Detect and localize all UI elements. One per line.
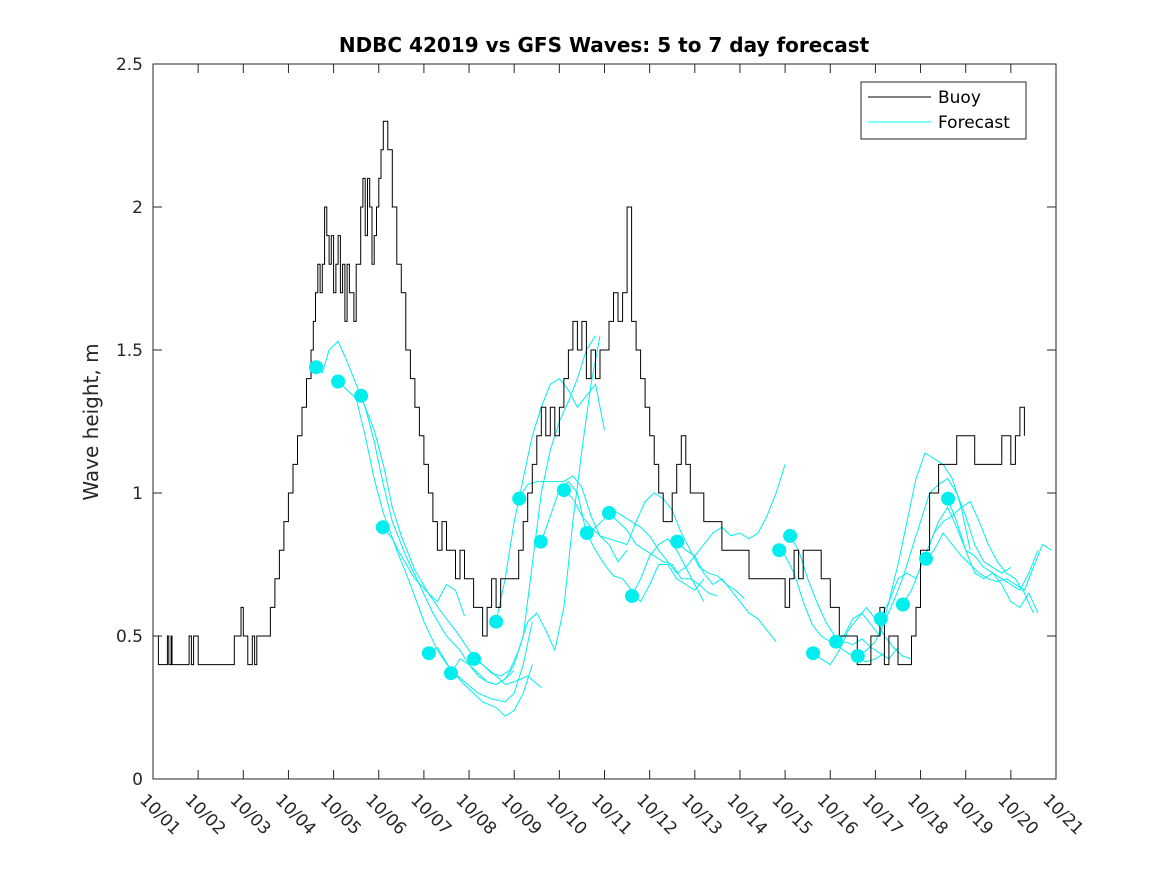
forecast-line <box>879 500 1034 620</box>
buoy-line <box>153 120 1025 666</box>
x-tick-label: 10/02 <box>181 790 230 839</box>
forecast-line <box>382 526 465 617</box>
forecast-marker <box>375 520 390 535</box>
forecast-markers <box>309 360 956 681</box>
forecast-line <box>428 646 533 717</box>
legend: Buoy Forecast <box>860 81 1027 140</box>
forecast-marker <box>489 614 504 629</box>
x-tick-label: 10/12 <box>632 790 681 839</box>
forecast-line <box>676 541 777 643</box>
x-tick-label: 10/13 <box>677 790 726 839</box>
forecast-marker <box>512 491 527 506</box>
y-axis-label: Wave height, m <box>79 343 103 500</box>
forecast-line <box>315 340 515 686</box>
forecast-line <box>608 512 718 597</box>
forecast-line <box>495 377 605 622</box>
x-tick-label: 10/04 <box>271 790 320 839</box>
forecast-marker <box>919 551 933 566</box>
forecast-marker <box>806 646 821 661</box>
forecast-marker <box>895 597 910 612</box>
forecast-marker <box>467 651 481 666</box>
x-tick-label: 10/05 <box>316 790 365 839</box>
forecast-line <box>518 475 628 563</box>
x-tick-label: 10/17 <box>858 790 907 839</box>
forecast-line <box>540 480 705 603</box>
forecast-marker <box>354 388 369 403</box>
y-tick-label: 2.5 <box>116 55 143 75</box>
forecast-marker <box>829 634 844 649</box>
y-tick-label: 2 <box>132 198 143 218</box>
y-tick-label: 1 <box>132 484 143 504</box>
forecast-line <box>337 381 533 703</box>
x-tick-label: 10/21 <box>1038 790 1087 839</box>
forecast-marker <box>421 646 436 661</box>
x-tick-label: 10/20 <box>993 790 1042 839</box>
y-tick-label: 0 <box>132 770 143 790</box>
forecast-marker <box>444 666 458 681</box>
forecast-marker <box>850 649 865 663</box>
x-tick-label: 10/01 <box>135 790 184 839</box>
forecast-marker <box>783 528 798 543</box>
forecast-line <box>834 452 971 643</box>
forecast-marker <box>533 534 548 549</box>
x-tick-label: 10/14 <box>722 790 771 839</box>
forecast-layer <box>315 335 1052 717</box>
forecast-marker <box>941 491 956 506</box>
x-tick-label: 10/18 <box>903 790 952 839</box>
x-tick-label: 10/09 <box>497 790 546 839</box>
plot-background <box>153 64 1056 779</box>
forecast-line <box>789 535 899 660</box>
forecast-line <box>924 532 1052 591</box>
forecast-line <box>947 498 1039 614</box>
x-tick-label: 10/06 <box>361 790 410 839</box>
forecast-marker <box>772 543 787 558</box>
y-axis: 0 0.5 1 1.5 2 2.5 <box>116 55 1056 790</box>
y-tick-label: 0.5 <box>116 627 143 647</box>
chart-title: NDBC 42019 vs GFS Waves: 5 to 7 day fore… <box>339 33 870 57</box>
forecast-marker <box>309 360 323 375</box>
legend-forecast-label: Forecast <box>938 113 1010 133</box>
x-tick-label: 10/07 <box>406 790 455 839</box>
forecast-marker <box>602 506 616 520</box>
x-tick-label: 10/19 <box>948 790 997 839</box>
forecast-marker <box>556 483 571 498</box>
x-tick-label: 10/03 <box>226 790 275 839</box>
legend-buoy-label: Buoy <box>938 88 981 108</box>
x-tick-label: 10/15 <box>768 790 817 839</box>
forecast-marker <box>579 526 594 540</box>
x-tick-label: 10/16 <box>813 790 862 839</box>
x-tick-label: 10/11 <box>587 790 636 839</box>
forecast-line <box>473 335 601 677</box>
buoy-layer <box>153 120 1025 666</box>
forecast-line <box>360 395 542 688</box>
y-tick-label: 1.5 <box>116 341 143 361</box>
x-tick-label: 10/10 <box>542 790 591 839</box>
legend-box <box>860 81 1027 140</box>
x-tick-label: 10/08 <box>452 790 501 839</box>
forecast-marker <box>873 611 888 626</box>
forecast-marker <box>625 589 639 603</box>
forecast-marker <box>670 534 685 549</box>
forecast-line <box>563 489 745 600</box>
forecast-line <box>631 538 705 602</box>
forecast-marker <box>331 374 346 389</box>
